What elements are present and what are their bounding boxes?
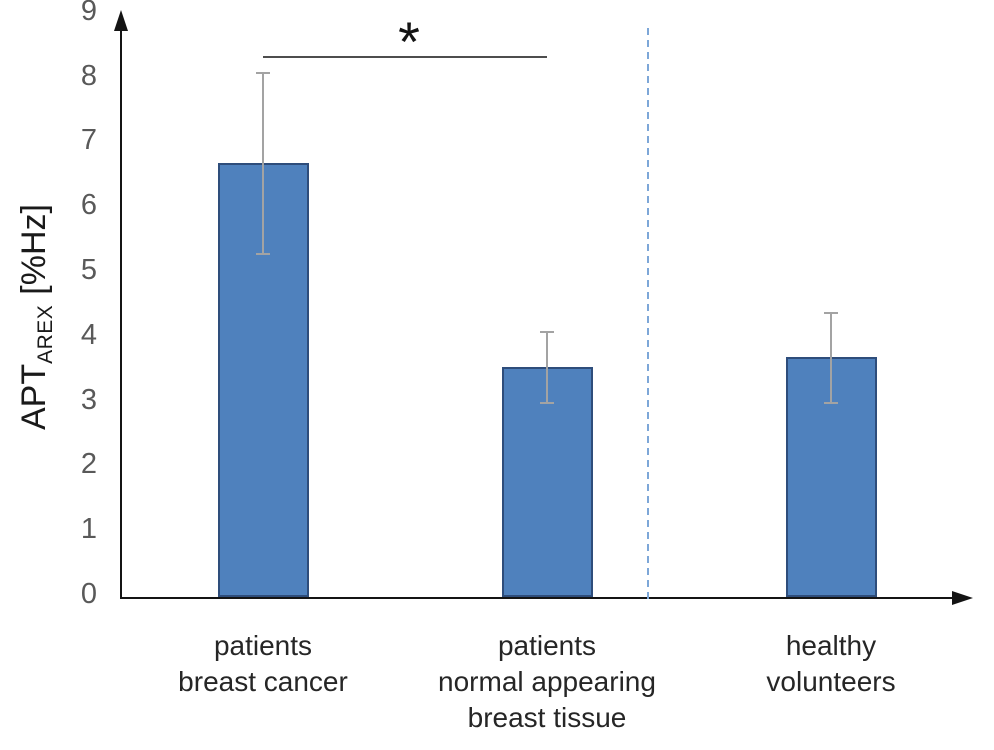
y-axis-arrow-icon <box>114 10 128 31</box>
y-tick-1: 1 <box>80 513 97 546</box>
x-axis-arrow-icon <box>952 591 973 605</box>
y-axis-line <box>120 28 122 597</box>
error-bar-healthy-volunteers <box>830 311 832 403</box>
error-bar-top-cap-patients-breast-cancer <box>256 72 270 75</box>
error-bar-bottom-cap-patients-normal-appearing-breast-tissue <box>540 401 554 404</box>
category-label-line: volunteers <box>766 666 896 697</box>
category-label-line: breast tissue <box>467 702 627 733</box>
y-tick-7: 7 <box>80 124 97 157</box>
category-label-line: breast cancer <box>178 666 348 697</box>
category-label-line: patients <box>213 630 313 661</box>
error-bar-top-cap-patients-normal-appearing-breast-tissue <box>540 331 554 334</box>
error-bar-top-cap-healthy-volunteers <box>824 311 838 314</box>
error-bar-bottom-cap-patients-breast-cancer <box>256 252 270 255</box>
bar-patients-normal-appearing-breast-tissue <box>501 366 593 597</box>
y-tick-0: 0 <box>80 578 97 610</box>
category-label-patients-normal-appearing-breast-tissue: patients normal appearing breast tissue <box>337 628 757 736</box>
error-bar-patients-normal-appearing-breast-tissue <box>546 331 548 403</box>
y-tick-9: 9 <box>80 0 97 27</box>
error-bar-patients-breast-cancer <box>262 72 264 254</box>
x-axis-line <box>120 597 956 599</box>
category-label-patients-breast-cancer: patients breast cancer <box>53 628 473 700</box>
y-tick-3: 3 <box>80 383 97 416</box>
error-bar-bottom-cap-healthy-volunteers <box>824 401 838 404</box>
y-tick-8: 8 <box>80 59 97 92</box>
significance-asterisk: * <box>398 10 420 73</box>
y-tick-4: 4 <box>80 318 97 351</box>
category-label-line: normal appearing <box>438 666 656 697</box>
y-tick-2: 2 <box>80 448 97 481</box>
y-tick-6: 6 <box>80 189 97 222</box>
category-label-line: healthy <box>785 630 877 661</box>
group-separator-dashed-line <box>647 28 649 599</box>
significance-line <box>263 56 547 58</box>
y-tick-5: 5 <box>80 254 97 286</box>
category-label-line: patients <box>497 630 597 661</box>
category-label-healthy-volunteers: healthy volunteers <box>621 628 994 700</box>
